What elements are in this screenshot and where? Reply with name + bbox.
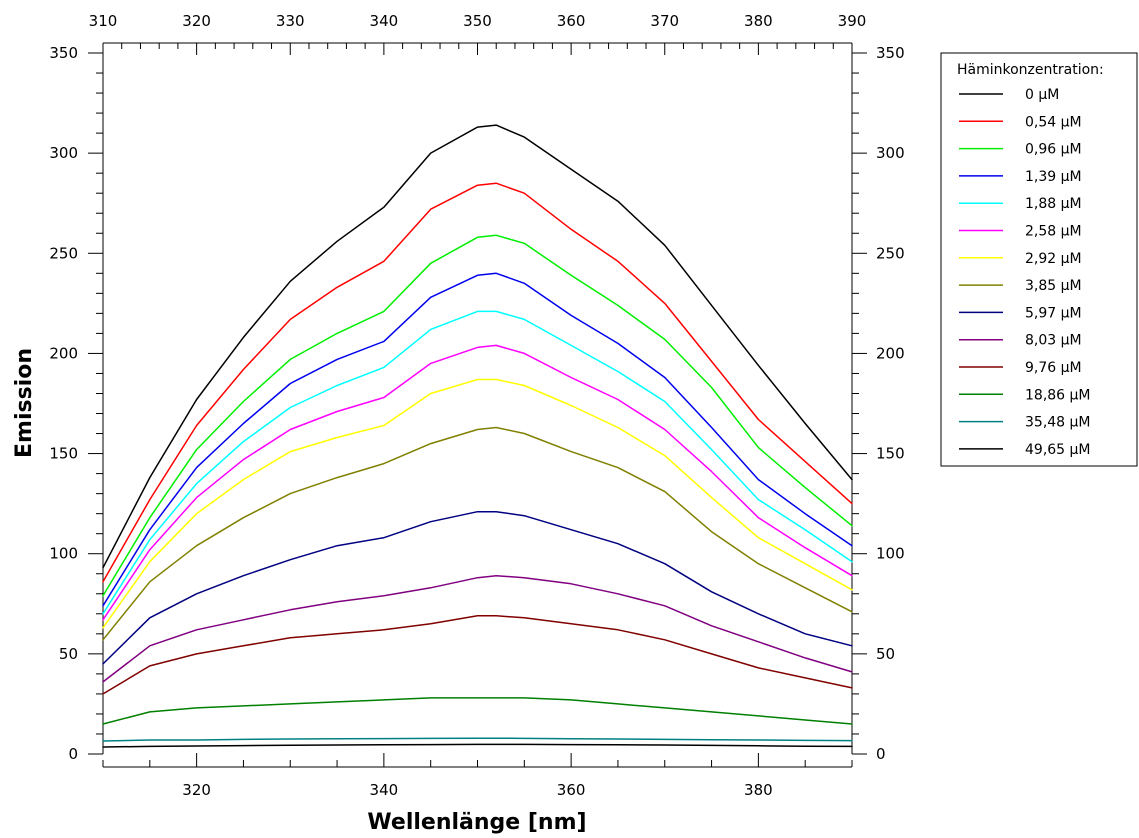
series-line-13 — [102, 743, 853, 748]
legend-label-5: 2,58 µM — [1025, 224, 1082, 240]
y-tick-label-right: 200 — [876, 344, 905, 362]
x-tick-label-bottom: 320 — [182, 781, 211, 799]
y-tick-label-right: 250 — [876, 244, 905, 262]
legend-label-7: 3,85 µM — [1025, 278, 1082, 294]
x-tick-label-top: 360 — [557, 12, 586, 30]
series-line-9 — [102, 574, 853, 683]
x-tick-label-top: 390 — [838, 12, 867, 30]
series-line-12 — [102, 737, 853, 742]
x-tick-label-top: 310 — [89, 12, 118, 30]
legend-label-12: 35,48 µM — [1025, 415, 1091, 431]
legend-label-2: 0,96 µM — [1025, 142, 1082, 158]
legend-label-4: 1,88 µM — [1025, 196, 1082, 212]
legend-label-3: 1,39 µM — [1025, 169, 1082, 185]
legend: Häminkonzentration: 0 µM 0,54 µM 0,96 µM 1,… — [940, 52, 1138, 467]
legend-label-8: 5,97 µM — [1025, 305, 1082, 321]
y-tick-label-left: 250 — [49, 244, 78, 262]
series-line-8 — [102, 510, 853, 665]
x-tick-label-bottom: 360 — [557, 781, 586, 799]
x-tick-label-bottom: 340 — [370, 781, 399, 799]
series-line-10 — [102, 615, 853, 695]
series-line-7 — [102, 426, 853, 641]
y-tick-label-right: 50 — [876, 645, 895, 663]
legend-items: 0 µM 0,54 µM 0,96 µM 1,39 µM 1,88 µM 2,58 µM 2… — [959, 87, 1091, 458]
y-tick-label-right: 150 — [876, 445, 905, 463]
x-tick-label-top: 370 — [650, 12, 679, 30]
y-tick-label-left: 50 — [59, 645, 78, 663]
series-line-6 — [102, 378, 853, 629]
y-tick-label-left: 300 — [49, 144, 78, 162]
legend-label-11: 18,86 µM — [1025, 387, 1091, 403]
legend-label-13: 49,65 µM — [1025, 442, 1091, 458]
legend-label-9: 8,03 µM — [1025, 333, 1082, 349]
series-line-0 — [102, 124, 853, 569]
series-line-4 — [102, 310, 853, 615]
y-tick-label-right: 0 — [876, 745, 886, 763]
legend-title: Häminkonzentration: — [957, 62, 1104, 78]
y-tick-label-left: 100 — [49, 545, 78, 563]
legend-label-6: 2,92 µM — [1025, 251, 1082, 267]
x-tick-label-bottom: 380 — [744, 781, 773, 799]
series-line-5 — [102, 344, 853, 621]
series-line-3 — [102, 272, 853, 607]
series-line-2 — [102, 234, 853, 597]
x-tick-label-top: 380 — [744, 12, 773, 30]
y-tick-label-right: 350 — [876, 44, 905, 62]
y-axis-title: Emission — [12, 348, 37, 458]
y-tick-label-left: 0 — [68, 745, 78, 763]
y-tick-label-left: 150 — [49, 445, 78, 463]
series-line-11 — [102, 697, 853, 725]
legend-label-0: 0 µM — [1025, 87, 1059, 103]
legend-label-1: 0,54 µM — [1025, 114, 1082, 130]
x-tick-label-top: 350 — [463, 12, 492, 30]
series-lines-group — [102, 124, 853, 748]
axes-group: 0 0 50 50 100 100 150 150 200 200 250 250 300 300 350 3… — [49, 12, 904, 799]
legend-label-10: 9,76 µM — [1025, 360, 1082, 376]
y-tick-label-right: 100 — [876, 545, 905, 563]
x-tick-label-top: 320 — [182, 12, 211, 30]
y-tick-label-left: 350 — [49, 44, 78, 62]
y-tick-label-left: 200 — [49, 344, 78, 362]
x-axis-title: Wellenlänge [nm] — [367, 810, 586, 835]
y-tick-label-right: 300 — [876, 144, 905, 162]
x-tick-label-top: 330 — [276, 12, 305, 30]
series-line-1 — [102, 182, 853, 583]
x-tick-label-top: 340 — [370, 12, 399, 30]
